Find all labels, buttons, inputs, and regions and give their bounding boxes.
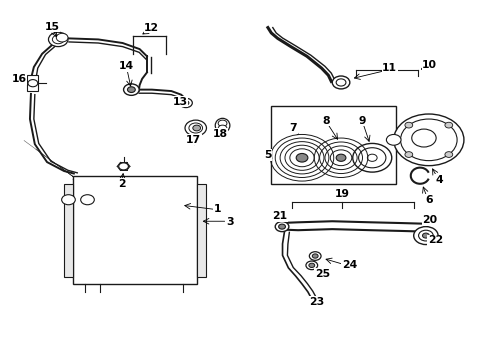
Circle shape — [308, 263, 314, 267]
Text: 15: 15 — [44, 22, 59, 32]
Circle shape — [127, 87, 135, 93]
Text: 22: 22 — [427, 235, 442, 245]
Circle shape — [296, 153, 307, 162]
Circle shape — [411, 129, 435, 147]
Circle shape — [278, 224, 285, 229]
Text: 25: 25 — [314, 269, 329, 279]
Circle shape — [305, 261, 317, 270]
Text: 14: 14 — [119, 61, 134, 71]
Circle shape — [404, 122, 412, 128]
Circle shape — [444, 152, 452, 157]
Circle shape — [56, 33, 68, 42]
Bar — [271, 107, 395, 184]
Circle shape — [52, 35, 64, 44]
Text: 19: 19 — [334, 189, 349, 199]
Text: 2: 2 — [118, 179, 125, 189]
Circle shape — [183, 101, 188, 105]
Circle shape — [400, 119, 456, 161]
Text: 21: 21 — [271, 211, 286, 221]
Circle shape — [335, 154, 345, 161]
Circle shape — [179, 98, 192, 108]
Circle shape — [48, 32, 68, 46]
Circle shape — [404, 152, 412, 157]
Text: 9: 9 — [358, 116, 366, 126]
Text: 5: 5 — [264, 150, 271, 160]
Circle shape — [192, 125, 200, 131]
Circle shape — [386, 134, 400, 145]
Text: 11: 11 — [382, 63, 396, 73]
Text: 3: 3 — [225, 217, 233, 227]
Text: 20: 20 — [421, 215, 436, 225]
Text: 18: 18 — [212, 129, 227, 139]
Circle shape — [275, 222, 288, 231]
Circle shape — [312, 254, 318, 258]
Ellipse shape — [215, 118, 229, 133]
Circle shape — [184, 120, 206, 136]
Circle shape — [218, 120, 226, 127]
Circle shape — [309, 252, 321, 260]
Circle shape — [61, 195, 75, 205]
Text: 13: 13 — [172, 97, 187, 107]
Text: 6: 6 — [424, 195, 432, 205]
Text: 12: 12 — [144, 23, 159, 33]
Circle shape — [418, 230, 432, 241]
Circle shape — [444, 122, 452, 128]
Text: 24: 24 — [341, 260, 356, 270]
Text: 4: 4 — [435, 175, 443, 185]
Text: 7: 7 — [289, 123, 297, 133]
Text: 10: 10 — [422, 59, 436, 69]
Bar — [64, 184, 73, 277]
Circle shape — [218, 125, 226, 132]
Text: 23: 23 — [308, 297, 324, 307]
Bar — [197, 184, 205, 277]
Circle shape — [119, 163, 128, 170]
Text: 8: 8 — [322, 116, 329, 126]
Text: 17: 17 — [185, 135, 201, 145]
Circle shape — [413, 226, 437, 244]
Circle shape — [335, 79, 345, 86]
Circle shape — [188, 123, 202, 133]
Text: 1: 1 — [213, 204, 221, 214]
Bar — [27, 75, 38, 91]
Circle shape — [81, 195, 94, 205]
Text: 16: 16 — [12, 74, 27, 84]
Circle shape — [331, 76, 349, 89]
Circle shape — [422, 233, 428, 238]
Bar — [73, 176, 197, 284]
Circle shape — [123, 84, 139, 95]
Circle shape — [393, 114, 463, 166]
Circle shape — [28, 80, 38, 87]
